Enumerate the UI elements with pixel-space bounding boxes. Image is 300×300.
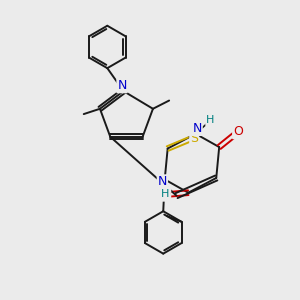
Text: S: S — [190, 132, 198, 145]
Text: O: O — [160, 188, 170, 201]
Text: H: H — [161, 189, 170, 199]
Text: H: H — [206, 115, 214, 125]
Text: O: O — [233, 125, 243, 138]
Text: N: N — [117, 79, 127, 92]
Text: N: N — [158, 175, 167, 188]
Text: N: N — [192, 122, 202, 135]
